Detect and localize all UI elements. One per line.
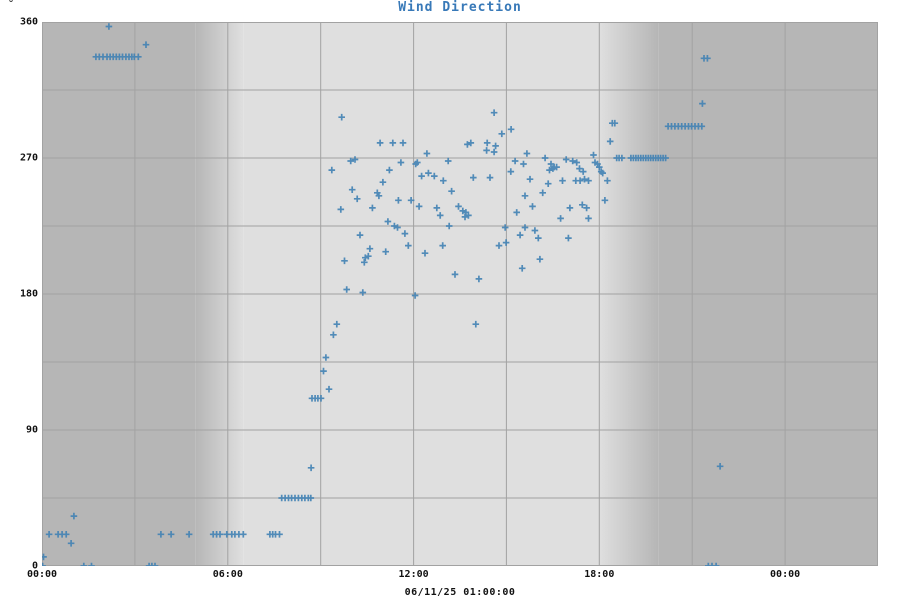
y-tick-label: 180: [19, 288, 38, 300]
x-tick-label: 12:00: [398, 569, 429, 580]
x-axis-tick-labels: 00:00 06:00 12:00 18:00 00:00: [27, 569, 878, 583]
x-axis-label: 06/11/25 01:00:00: [404, 587, 516, 598]
x-tick-label: 00:00: [770, 569, 801, 580]
y-axis-unit-label: °: [8, 0, 15, 9]
y-tick-label: 360: [19, 16, 38, 28]
plot-border: [42, 22, 878, 566]
x-tick-label: 18:00: [584, 569, 615, 580]
gridlines: [42, 22, 878, 566]
x-tick-label: 06:00: [212, 569, 243, 580]
plot-area: [42, 22, 878, 566]
y-tick-label: 0: [31, 560, 38, 572]
wind-direction-markers: [42, 23, 724, 566]
chart-title: Wind Direction: [398, 0, 522, 15]
y-tick-label: 270: [19, 152, 38, 164]
plot-svg: [42, 22, 878, 566]
y-tick-label: 90: [25, 424, 38, 436]
y-axis-tick-labels: 0 90 180 270 360: [0, 17, 38, 572]
x-tick-label: 00:00: [26, 569, 58, 580]
